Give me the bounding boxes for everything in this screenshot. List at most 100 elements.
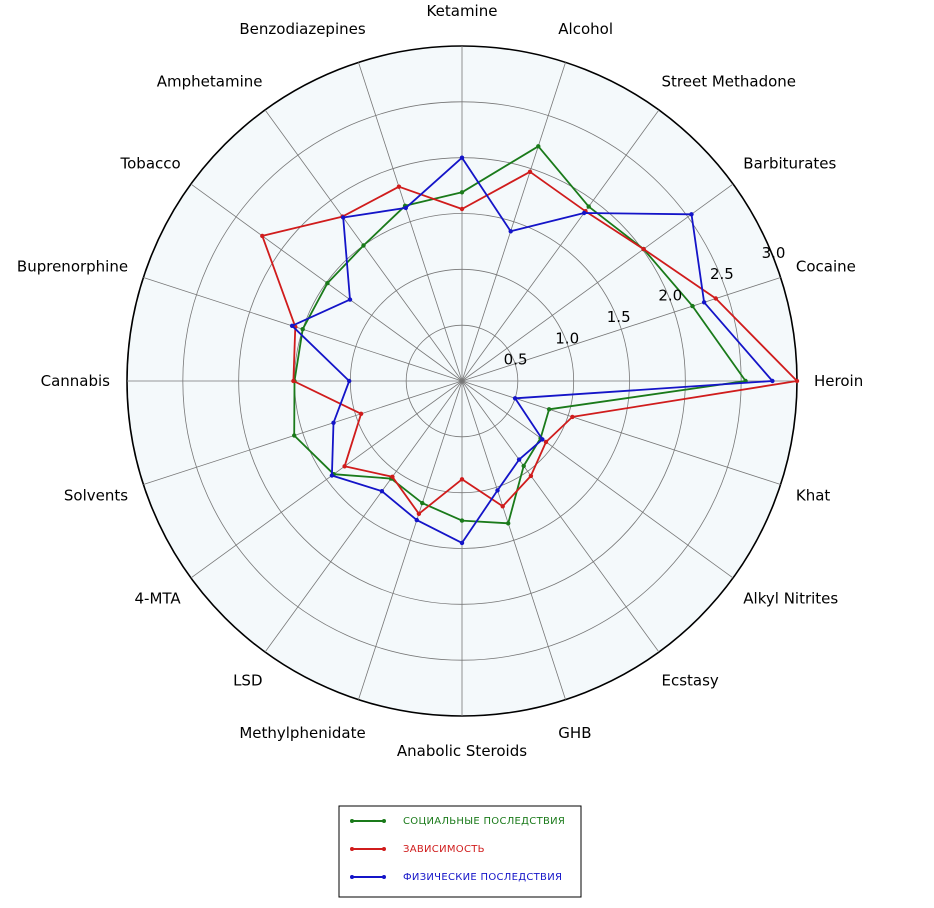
category-label: Anabolic Steroids xyxy=(397,742,527,760)
spoke-line xyxy=(358,380,463,700)
data-point xyxy=(291,378,296,384)
data-point xyxy=(536,144,541,149)
data-point xyxy=(459,518,465,523)
data-point xyxy=(586,204,591,209)
legend-label: ЗАВИСИМОСТЬ xyxy=(403,844,485,855)
category-label: LSD xyxy=(233,671,262,689)
data-point xyxy=(341,215,346,220)
data-point xyxy=(396,184,402,189)
category-label: Heroin xyxy=(814,372,863,390)
spoke-line xyxy=(461,62,566,382)
spoke-line xyxy=(461,380,660,653)
legend-swatch-marker xyxy=(350,847,354,851)
series-group xyxy=(260,169,800,516)
data-point xyxy=(546,407,552,412)
data-point xyxy=(403,205,408,211)
radial-tick-label: 3.0 xyxy=(762,244,786,262)
data-point xyxy=(581,210,587,216)
legend-entry: ФИЗИЧЕСКИЕ ПОСЛЕДСТВИЯ xyxy=(350,872,562,883)
data-point xyxy=(300,327,305,332)
legend-label: ФИЗИЧЕСКИЕ ПОСЛЕДСТВИЯ xyxy=(403,872,562,883)
data-point xyxy=(358,411,364,416)
category-label: Barbiturates xyxy=(743,155,836,173)
radial-tick-label: 2.0 xyxy=(658,287,682,305)
category-label: Cocaine xyxy=(796,258,856,276)
category-label: Tobacco xyxy=(120,155,181,173)
legend: СОЦИАЛЬНЫЕ ПОСЛЕДСТВИЯ ЗАВИСИМОСТЬ ФИЗИЧ… xyxy=(338,805,582,898)
spoke-line xyxy=(190,380,463,579)
category-label: Ketamine xyxy=(427,2,498,20)
radar-series xyxy=(260,144,800,546)
spoke-line xyxy=(461,380,566,700)
data-point xyxy=(512,396,518,401)
category-label: 4-MTA xyxy=(135,590,182,608)
category-label: Amphetamine xyxy=(157,73,263,91)
series-group xyxy=(289,155,775,546)
category-label: Khat xyxy=(796,486,831,504)
spoke-line xyxy=(143,380,463,485)
category-label: Ecstasy xyxy=(662,671,719,689)
data-point xyxy=(641,246,646,252)
data-point xyxy=(459,540,465,546)
spoke-line xyxy=(461,183,734,382)
data-point xyxy=(331,420,336,425)
data-point xyxy=(794,378,800,384)
category-label: GHB xyxy=(558,724,591,742)
data-point xyxy=(570,414,575,420)
category-label: Solvents xyxy=(64,486,128,504)
category-label: Alkyl Nitrites xyxy=(743,590,838,608)
data-point xyxy=(527,169,533,174)
radial-tick-labels: 0.5 1.0 1.5 2.0 2.5 3.0 xyxy=(504,244,786,369)
spoke-line xyxy=(264,380,463,653)
data-point xyxy=(713,296,718,301)
data-point xyxy=(325,281,330,286)
legend-swatch-marker xyxy=(350,875,354,879)
data-point xyxy=(701,300,707,305)
data-point xyxy=(390,474,395,479)
data-point xyxy=(329,473,335,478)
category-label: Buprenorphine xyxy=(17,258,128,276)
data-point xyxy=(459,190,465,195)
category-labels: Heroin Cocaine Barbiturates Street Methadon… xyxy=(17,2,863,760)
data-point xyxy=(459,155,465,160)
data-point xyxy=(342,464,347,469)
legend-label: СОЦИАЛЬНЫЕ ПОСЛЕДСТВИЯ xyxy=(403,816,565,827)
data-point xyxy=(347,378,352,384)
data-point xyxy=(289,323,295,328)
category-label: Street Methadone xyxy=(662,73,797,91)
data-point xyxy=(379,489,385,494)
data-point xyxy=(508,229,513,234)
data-point xyxy=(260,233,265,239)
spoke-line xyxy=(461,109,660,382)
radial-tick-label: 0.5 xyxy=(504,351,528,369)
category-label: Methylphenidate xyxy=(239,724,365,742)
spoke-line xyxy=(461,380,734,579)
data-point xyxy=(292,433,297,438)
radial-tick-label: 1.5 xyxy=(607,308,631,326)
data-point xyxy=(770,378,775,384)
data-point xyxy=(689,212,694,217)
data-point xyxy=(528,473,534,479)
data-point xyxy=(540,437,545,442)
data-point xyxy=(416,511,422,516)
data-point xyxy=(690,303,695,309)
category-label: Alcohol xyxy=(558,20,613,38)
legend-swatch-marker xyxy=(382,819,386,823)
spoke-line xyxy=(358,62,463,382)
legend-swatch-marker xyxy=(382,847,386,851)
legend-entry: СОЦИАЛЬНЫЕ ПОСЛЕДСТВИЯ xyxy=(350,816,565,827)
legend-entry: ЗАВИСИМОСТЬ xyxy=(350,844,485,855)
data-point xyxy=(506,521,511,526)
legend-swatch-marker xyxy=(350,819,354,823)
spoke-line xyxy=(461,277,781,382)
data-point xyxy=(516,457,522,462)
radial-tick-label: 1.0 xyxy=(555,329,579,347)
data-point xyxy=(495,488,500,493)
data-point xyxy=(459,477,465,482)
legend-swatch-marker xyxy=(382,875,386,879)
data-point xyxy=(361,243,366,248)
data-point xyxy=(347,297,353,302)
data-point xyxy=(459,206,465,212)
radial-tick-label: 2.5 xyxy=(710,265,734,283)
